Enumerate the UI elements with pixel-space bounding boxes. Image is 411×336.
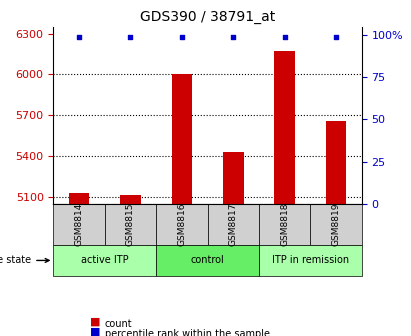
Text: active ITP: active ITP bbox=[81, 255, 129, 265]
FancyBboxPatch shape bbox=[208, 204, 259, 245]
FancyBboxPatch shape bbox=[53, 204, 105, 245]
Text: GSM8815: GSM8815 bbox=[126, 203, 135, 246]
FancyBboxPatch shape bbox=[156, 204, 208, 245]
Bar bbox=[275, 51, 295, 204]
Text: count: count bbox=[105, 319, 132, 329]
Point bbox=[76, 34, 82, 40]
Text: control: control bbox=[191, 255, 224, 265]
Point bbox=[281, 34, 288, 40]
FancyBboxPatch shape bbox=[53, 245, 156, 276]
FancyBboxPatch shape bbox=[259, 245, 362, 276]
Bar bbox=[120, 195, 141, 204]
Bar bbox=[326, 121, 346, 204]
Text: GSM8816: GSM8816 bbox=[178, 203, 186, 246]
Point bbox=[127, 34, 134, 40]
Bar bbox=[172, 75, 192, 204]
Text: GSM8817: GSM8817 bbox=[229, 203, 238, 246]
Text: ■: ■ bbox=[90, 326, 101, 336]
FancyBboxPatch shape bbox=[310, 204, 362, 245]
Bar bbox=[223, 152, 243, 204]
Title: GDS390 / 38791_at: GDS390 / 38791_at bbox=[140, 10, 275, 25]
FancyBboxPatch shape bbox=[156, 245, 259, 276]
Point bbox=[333, 34, 339, 40]
Bar bbox=[69, 193, 90, 204]
FancyBboxPatch shape bbox=[105, 204, 156, 245]
Text: GSM8814: GSM8814 bbox=[75, 203, 83, 246]
Text: ■: ■ bbox=[90, 316, 101, 326]
Point bbox=[178, 34, 185, 40]
Text: ITP in remission: ITP in remission bbox=[272, 255, 349, 265]
FancyBboxPatch shape bbox=[259, 204, 310, 245]
Text: GSM8819: GSM8819 bbox=[332, 203, 340, 246]
Text: GSM8818: GSM8818 bbox=[280, 203, 289, 246]
Point bbox=[230, 34, 237, 40]
Text: disease state: disease state bbox=[0, 255, 49, 265]
Text: percentile rank within the sample: percentile rank within the sample bbox=[105, 329, 270, 336]
